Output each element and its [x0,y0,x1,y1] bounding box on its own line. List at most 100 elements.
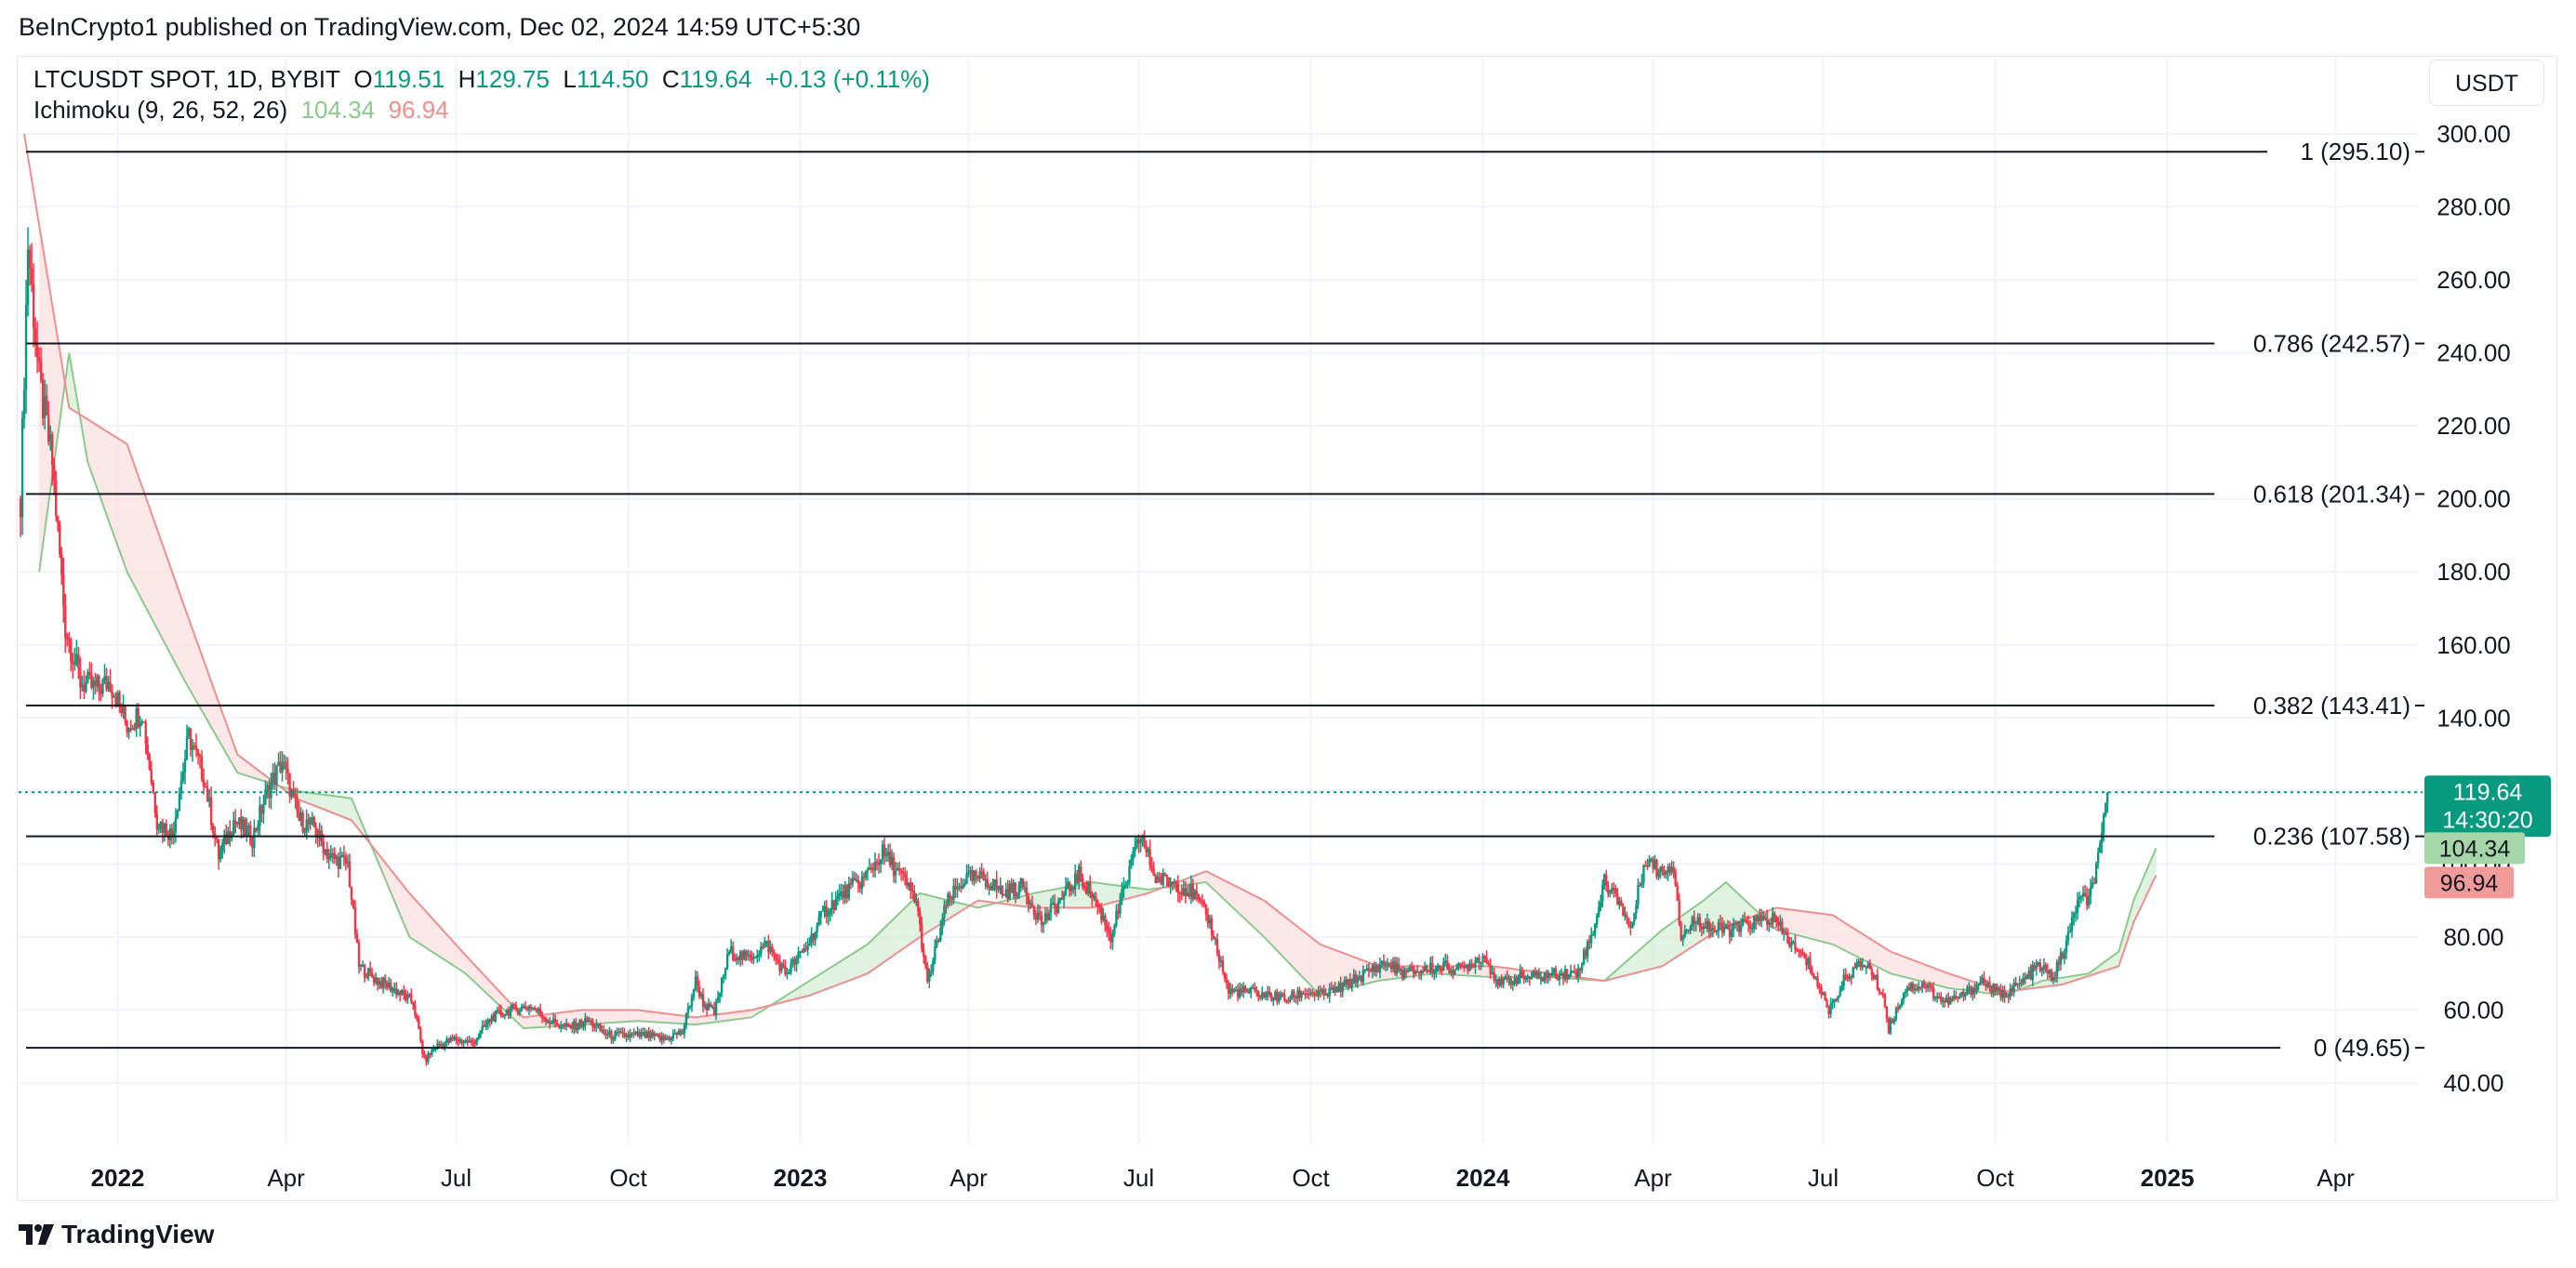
cloud-fill [345,797,350,820]
candle-body [219,851,222,860]
candle-body [1600,902,1602,907]
candle-body [1548,973,1552,976]
cloud-fill [1068,886,1072,908]
candle-body [540,1014,544,1018]
cloud-fill [712,1014,717,1023]
candle-body [582,1024,585,1027]
candle-body [1805,958,1808,966]
candle-body [1683,930,1686,937]
candle-body [1761,916,1765,919]
cloud-fill [1307,933,1311,986]
candle-body [1528,976,1532,979]
cloud-fill [1321,944,1326,996]
candle-body [1465,964,1467,969]
cloud-fill [1879,944,1883,971]
candle-body [1848,976,1851,980]
candle-body [2022,977,2025,984]
cloud-fill [615,1010,619,1023]
cloud-fill [1845,923,1850,953]
candle-body [1435,966,1438,972]
candle-body [590,1020,592,1022]
candle-body [756,955,759,958]
cloud-fill [1475,966,1480,977]
candle-body [651,1032,654,1037]
candle-body [1816,976,1819,987]
candle-body [1846,976,1849,980]
cloud-fill [881,928,885,965]
candle-body [801,951,803,953]
candle-body [647,1031,650,1038]
candle-body [436,1043,439,1049]
candle-body [1558,975,1561,980]
cloud-fill [1385,966,1389,980]
cloud-fill [1527,971,1532,978]
candle-body [1938,996,1941,998]
candle-body [1395,963,1399,974]
cloud-fill [1273,907,1278,951]
candle-body [934,946,936,961]
candle-body [294,793,297,799]
candle-body [1339,983,1342,992]
cloud-fill [69,352,73,411]
cloud-fill [1247,892,1252,925]
cloud-fill [154,523,159,632]
tradingview-logo[interactable]: TradingView [19,1218,214,1251]
cloud-fill [1946,972,1951,989]
cloud-fill [1741,896,1746,921]
candle-body [43,396,46,418]
candle-body [790,963,792,973]
candle-body [640,1033,643,1037]
candle-body [1678,901,1680,924]
candle-body [1352,974,1355,984]
cloud-fill [936,897,941,927]
candle-body [2079,895,2083,898]
cloud-fill [633,1010,638,1022]
cloud-fill [820,971,825,992]
candle-body [1137,839,1140,844]
candle-body [2076,900,2079,913]
candle-body [379,981,383,988]
cloud-fill [656,1011,660,1023]
candle-body [48,434,52,442]
symbol-name[interactable]: LTCUSDT SPOT, 1D, BYBIT [33,65,340,93]
cloud-fill [211,681,216,734]
candle-body [907,882,910,887]
currency-button[interactable]: USDT [2429,59,2544,106]
candle-body [1824,992,1826,1000]
cloud-fill [177,587,181,675]
candle-body [1371,965,1374,972]
candle-body [856,879,860,884]
cloud-fill [39,225,44,573]
cloud-fill [443,930,447,962]
candle-body [1343,979,1346,984]
candle-body [370,971,374,977]
candle-body [697,985,701,997]
cloud-fill [128,449,133,583]
candle-body [1655,859,1658,878]
candle-body [1507,978,1510,980]
candle-body [737,957,740,961]
cloud-fill [1497,967,1502,978]
candle-body [1829,1003,1832,1015]
candle-body [569,1025,572,1028]
candle-body [1711,928,1715,931]
candle-body [853,878,856,880]
cloud-fill [1281,913,1285,958]
candle-body [1324,994,1327,996]
candle-body [512,1004,516,1007]
indicator-name[interactable]: Ichimoku (9, 26, 52, 26) [33,96,288,124]
candle-body [671,1034,675,1039]
candle-body [1777,922,1780,926]
cloud-fill [1886,949,1891,974]
cloud-fill [1917,961,1921,982]
cloud-fill [1699,900,1704,943]
candle-body [668,1037,671,1040]
cloud-fill [1890,951,1894,975]
candle-body [470,1040,472,1042]
candle-body [1922,982,1926,987]
candle-body [1676,885,1679,902]
candle-body [458,1039,461,1042]
candle-body [378,981,381,985]
fib-level-label: 1 (295.10) [2300,138,2410,165]
